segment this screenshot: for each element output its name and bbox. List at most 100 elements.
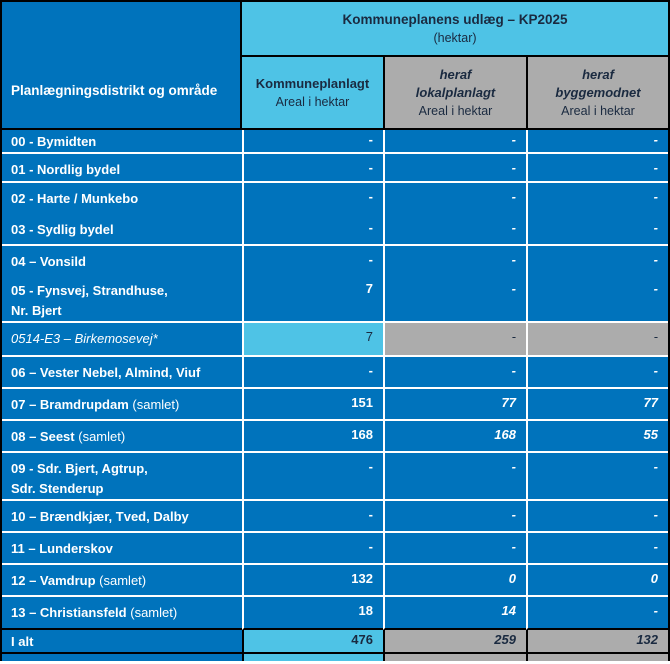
value-cell: 132 — [242, 565, 383, 597]
cutoff-segment-col1 — [242, 654, 383, 661]
value-cell: - — [242, 533, 383, 565]
value-cell: - — [383, 453, 526, 501]
table-row: 13 – Christiansfeld (samlet) 18 14 - — [2, 597, 669, 630]
column-subtitle: Areal i hektar — [561, 103, 635, 118]
value-cell: - — [242, 183, 383, 214]
value-cell: 14 — [383, 597, 526, 630]
value-cell: - — [526, 130, 669, 154]
cutoff-row — [2, 654, 668, 661]
district-cell: 09 - Sdr. Bjert, Agtrup, Sdr. Stenderup — [2, 453, 242, 501]
total-label-cell: I alt — [2, 630, 242, 654]
value-cell: 77 — [526, 389, 669, 421]
district-cell: 04 – Vonsild — [2, 246, 242, 275]
value-cell: 55 — [526, 421, 669, 453]
value-cell: - — [526, 246, 669, 275]
district-cell: 02 - Harte / Munkebo — [2, 183, 242, 214]
district-cell: 0514-E3 – Birkemosevej* — [2, 323, 242, 357]
district-cell: 07 – Bramdrupdam (samlet) — [2, 389, 242, 421]
value-cell: 0 — [383, 565, 526, 597]
column-header-kommuneplanlagt: Kommuneplanlagt Areal i hektar — [242, 57, 383, 130]
district-label: 02 - Harte / Munkebo — [11, 191, 139, 206]
value-cell: - — [526, 214, 669, 246]
column-subtitle: Areal i hektar — [418, 103, 493, 118]
total-value-cell: 132 — [526, 630, 669, 654]
value-cell: - — [383, 275, 526, 323]
district-cell: 10 – Brændkjær, Tved, Dalby — [2, 501, 242, 533]
table-row: 11 – Lunderskov - - - — [2, 533, 669, 565]
value-cell: 7 — [242, 275, 383, 323]
value-cell: - — [526, 533, 669, 565]
district-cell: 06 – Vester Nebel, Almind, Viuf — [2, 357, 242, 389]
value-cell: - — [383, 501, 526, 533]
district-cell: 05 - Fynsvej, Strandhuse, Nr. Bjert — [2, 275, 242, 323]
district-label: 03 - Sydlig bydel — [11, 222, 114, 237]
district-label: 05 - Fynsvej, Strandhuse, Nr. Bjert — [11, 283, 168, 318]
table-row: 01 - Nordlig bydel - - - — [2, 154, 669, 183]
district-label: 01 - Nordlig bydel — [11, 162, 121, 177]
table-row: 10 – Brændkjær, Tved, Dalby - - - — [2, 501, 669, 533]
value-cell: - — [526, 501, 669, 533]
value-cell: - — [383, 246, 526, 275]
district-label: 09 - Sdr. Bjert, Agtrup, Sdr. Stenderup — [11, 461, 148, 496]
value-cell: 18 — [242, 597, 383, 630]
value-cell: - — [383, 323, 526, 357]
table-row-highlight: 0514-E3 – Birkemosevej* 7 - - — [2, 323, 669, 357]
table-row: 12 – Vamdrup (samlet) 132 0 0 — [2, 565, 669, 597]
district-label: 0514-E3 – Birkemosevej* — [11, 331, 158, 346]
district-cell: 03 - Sydlig bydel — [2, 214, 242, 246]
value-cell: 77 — [383, 389, 526, 421]
value-cell: - — [526, 597, 669, 630]
kp2025-table: Planlægningsdistrikt og område Kommunepl… — [2, 2, 669, 654]
value-cell: - — [242, 246, 383, 275]
district-label-suffix: (samlet) — [132, 397, 180, 412]
table-row-total: I alt 476 259 132 — [2, 630, 669, 654]
district-cell: 08 – Seest (samlet) — [2, 421, 242, 453]
column-subtitle: Areal i hektar — [275, 94, 350, 109]
table-row: 00 - Bymidten - - - — [2, 130, 669, 154]
column-title: Kommuneplanlagt — [255, 75, 370, 91]
district-cell: 00 - Bymidten — [2, 130, 242, 154]
district-label: 08 – Seest — [11, 429, 75, 444]
value-cell: - — [526, 323, 669, 357]
group-header: Kommuneplanens udlæg – KP2025 (hektar) — [242, 2, 669, 57]
district-label-suffix: (samlet) — [130, 605, 178, 620]
column-title: heraf byggemodnet — [555, 66, 641, 100]
value-cell: - — [526, 453, 669, 501]
district-cell: 13 – Christiansfeld (samlet) — [2, 597, 242, 630]
cutoff-segment-col3 — [526, 654, 668, 661]
district-label: 12 – Vamdrup — [11, 573, 96, 588]
district-label: 00 - Bymidten — [11, 134, 97, 149]
district-label-suffix: (samlet) — [78, 429, 126, 444]
value-cell: 151 — [242, 389, 383, 421]
value-cell: - — [242, 130, 383, 154]
table-row: 03 - Sydlig bydel - - - — [2, 214, 669, 246]
table-row: 07 – Bramdrupdam (samlet) 151 77 77 — [2, 389, 669, 421]
value-cell: 168 — [242, 421, 383, 453]
value-cell: - — [383, 357, 526, 389]
district-label: 07 – Bramdrupdam — [11, 397, 129, 412]
value-cell: - — [526, 154, 669, 183]
corner-header: Planlægningsdistrikt og område — [2, 2, 242, 130]
cutoff-segment-label — [2, 654, 242, 661]
column-title: heraf lokalplanlagt — [415, 66, 496, 100]
value-cell: - — [526, 275, 669, 323]
group-header-title: Kommuneplanens udlæg – KP2025 — [342, 11, 568, 27]
value-cell: 168 — [383, 421, 526, 453]
value-cell: - — [383, 183, 526, 214]
cutoff-segment-col2 — [383, 654, 526, 661]
group-header-subtitle: (hektar) — [433, 30, 477, 45]
value-cell: 0 — [526, 565, 669, 597]
value-cell: - — [526, 357, 669, 389]
value-cell: - — [383, 154, 526, 183]
value-cell: - — [242, 453, 383, 501]
district-label: 04 – Vonsild — [11, 254, 86, 269]
district-label: 06 – Vester Nebel, Almind, Viuf — [11, 365, 201, 380]
column-header-lokalplanlagt: heraf lokalplanlagt Areal i hektar — [383, 57, 526, 130]
value-cell: - — [526, 183, 669, 214]
value-cell: - — [383, 533, 526, 565]
total-value-cell: 259 — [383, 630, 526, 654]
value-cell: - — [242, 154, 383, 183]
district-label-suffix: (samlet) — [99, 573, 147, 588]
value-cell: - — [242, 357, 383, 389]
